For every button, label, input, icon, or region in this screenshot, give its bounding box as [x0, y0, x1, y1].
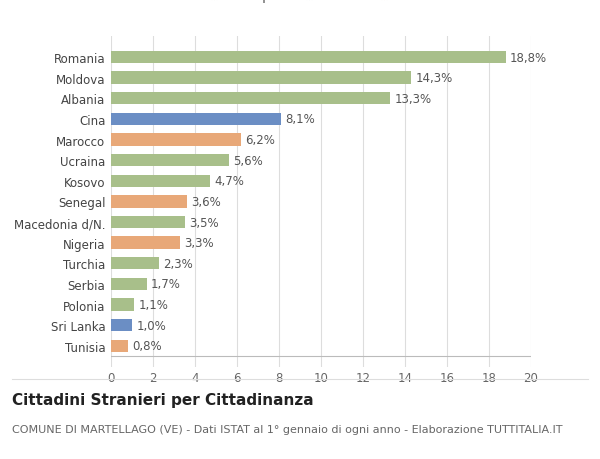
- Text: 18,8%: 18,8%: [510, 51, 547, 64]
- Bar: [111, 93, 391, 105]
- Text: 5,6%: 5,6%: [233, 154, 263, 167]
- Bar: [111, 134, 241, 146]
- Bar: [111, 52, 506, 64]
- Bar: [111, 340, 128, 352]
- Bar: [111, 196, 187, 208]
- Text: 3,5%: 3,5%: [188, 216, 218, 229]
- Text: 14,3%: 14,3%: [415, 72, 453, 85]
- Bar: [111, 278, 146, 291]
- Text: 1,7%: 1,7%: [151, 278, 181, 291]
- Text: 1,0%: 1,0%: [136, 319, 166, 332]
- Bar: [111, 155, 229, 167]
- Text: 0,8%: 0,8%: [132, 340, 161, 353]
- Bar: [111, 113, 281, 126]
- Bar: [111, 257, 160, 270]
- Bar: [111, 319, 132, 331]
- Bar: [111, 175, 210, 188]
- Text: 1,1%: 1,1%: [139, 298, 168, 311]
- Bar: [111, 216, 185, 229]
- Text: 2,3%: 2,3%: [163, 257, 193, 270]
- Text: 3,3%: 3,3%: [185, 237, 214, 250]
- Bar: [111, 73, 412, 84]
- Text: 8,1%: 8,1%: [286, 113, 315, 126]
- Text: 3,6%: 3,6%: [191, 196, 221, 208]
- Bar: [111, 237, 181, 249]
- Bar: [111, 299, 134, 311]
- Legend: Europa, Asia, Africa: Europa, Asia, Africa: [199, 0, 443, 6]
- Text: 6,2%: 6,2%: [245, 134, 275, 147]
- Text: 4,7%: 4,7%: [214, 175, 244, 188]
- Text: 13,3%: 13,3%: [395, 93, 431, 106]
- Text: Cittadini Stranieri per Cittadinanza: Cittadini Stranieri per Cittadinanza: [12, 392, 314, 408]
- Text: COMUNE DI MARTELLAGO (VE) - Dati ISTAT al 1° gennaio di ogni anno - Elaborazione: COMUNE DI MARTELLAGO (VE) - Dati ISTAT a…: [12, 425, 563, 435]
